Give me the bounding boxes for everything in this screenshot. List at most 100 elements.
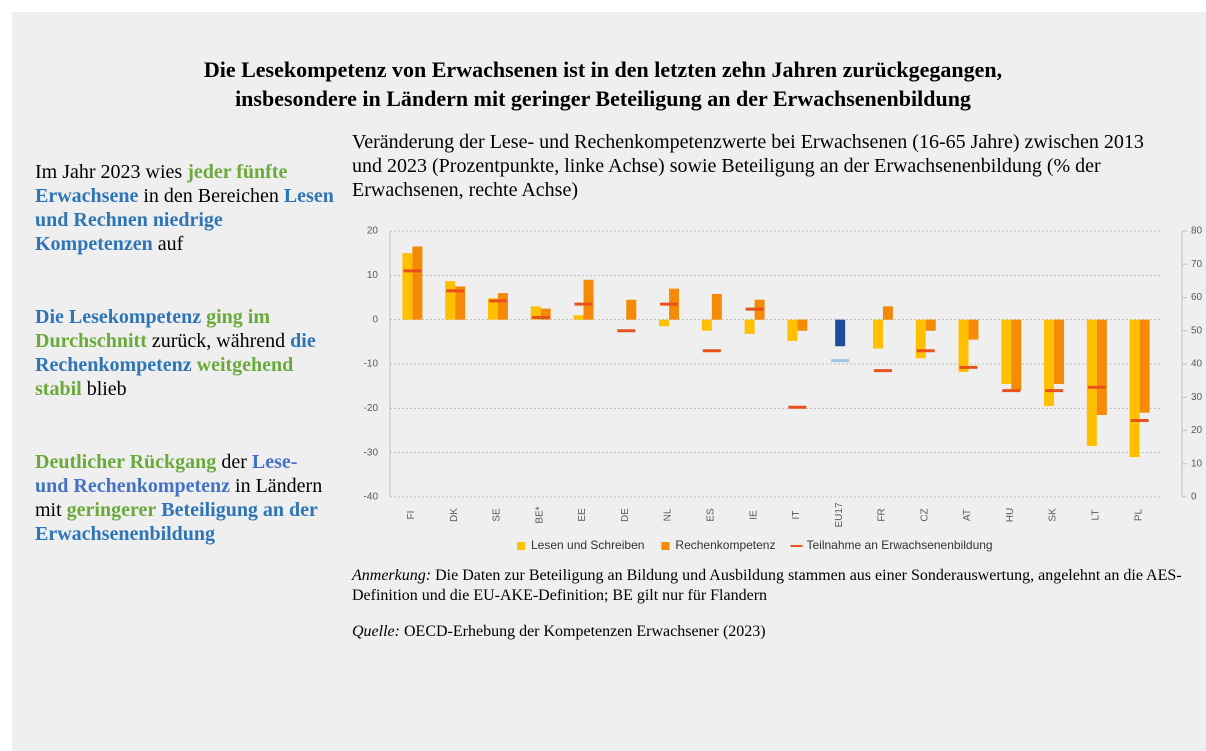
bar (1096, 319, 1107, 415)
x-tick-label: NL (663, 508, 674, 521)
bar (872, 319, 883, 349)
x-tick-label: FR (877, 508, 888, 521)
x-tick-label: PL (1133, 508, 1144, 521)
x-tick-label: EU17 (834, 502, 845, 527)
bar (1129, 319, 1140, 458)
bar (1139, 319, 1150, 413)
y2-tick-label: 80 (1191, 226, 1203, 237)
chart-title: Veränderung der Lese- und Rechenkompeten… (352, 131, 1144, 201)
x-tick-label: AT (962, 509, 973, 521)
bar (915, 319, 926, 359)
text-segment: in den Bereichen (138, 185, 284, 207)
bar (455, 286, 466, 320)
bar (583, 279, 594, 320)
y-tick-label: -30 (364, 447, 379, 458)
notes: Anmerkung: Die Daten zur Beteiligung an … (352, 566, 1206, 658)
bar (497, 293, 508, 320)
text-segment: jeder fünfte (187, 161, 288, 183)
text-segment: geringerer (66, 499, 157, 521)
bar (968, 319, 979, 340)
bar (1044, 319, 1055, 407)
y-tick-label: -10 (364, 359, 379, 370)
sidebar-paragraph: Im Jahr 2023 wies jeder fünfte Erwachsen… (35, 160, 335, 256)
y2-tick-label: 60 (1191, 292, 1203, 303)
x-tick-label: SE (492, 508, 503, 522)
title-line: insbesondere in Ländern mit geringer Bet… (235, 86, 971, 111)
text-segment: in Ländern mit (35, 475, 323, 521)
text-segment: weitgehend stabil (35, 354, 294, 400)
bar (882, 306, 893, 320)
bar (1001, 319, 1012, 384)
y2-tick-label: 70 (1191, 259, 1203, 270)
text-segment: Lesen und Rechnen niedrige Kompetenzen (35, 185, 334, 255)
bar (626, 299, 637, 320)
text-segment: auf (152, 233, 184, 255)
text-segment: Im Jahr 2023 wies (35, 161, 188, 183)
text-segment: Erwachsene (35, 185, 139, 207)
sidebar: Im Jahr 2023 wies jeder fünfte Erwachsen… (35, 160, 335, 595)
text-segment: blieb (81, 378, 127, 400)
text-segment: Deutlicher Rückgang (35, 451, 217, 473)
y2-tick-label: 30 (1191, 392, 1203, 403)
text-segment: Beteiligung an der Erwachsenenbildung (35, 499, 318, 545)
legend-swatch (517, 542, 525, 550)
legend-label: Lesen und Schreiben (531, 538, 644, 552)
title-line: Die Lesekompetenz von Erwachsenen ist in… (203, 57, 1003, 82)
x-tick-label: IT (791, 511, 802, 520)
bar (445, 281, 456, 320)
bar (787, 319, 798, 341)
note: Quelle: OECD-Erhebung der Kompetenzen Er… (352, 622, 1206, 642)
note-text: Die Daten zur Beteiligung an Bildung und… (352, 567, 1182, 604)
bar (412, 246, 423, 320)
bar (530, 306, 541, 320)
text-segment: Lese- und Rechenkompetenz (35, 451, 298, 497)
x-tick-label: BE* (534, 506, 545, 523)
text-segment: zurück, während (146, 330, 291, 352)
x-tick-label: IE (748, 510, 759, 520)
slide-title: Die Lesekompetenz von Erwachsenen ist in… (0, 55, 1206, 113)
bar (573, 315, 584, 320)
bar (659, 319, 670, 327)
bar (701, 319, 712, 331)
x-tick-label: DK (449, 508, 460, 522)
y2-tick-label: 40 (1191, 359, 1203, 370)
note-label: Anmerkung: (352, 567, 432, 584)
x-tick-label: ES (705, 508, 716, 522)
x-tick-label: SK (1048, 508, 1059, 522)
y2-tick-label: 10 (1191, 458, 1203, 469)
legend-label: Teilnahme an Erwachsenenbildung (806, 538, 992, 552)
bar (1054, 319, 1065, 384)
text-segment: Die Lesekompetenz (35, 306, 202, 328)
x-tick-label: DE (620, 508, 631, 522)
bar (958, 319, 969, 372)
bar (540, 308, 551, 320)
y2-tick-label: 50 (1191, 325, 1203, 336)
bar (487, 298, 498, 320)
bar (835, 319, 846, 347)
text-segment: die Rechenkompetenz (35, 330, 316, 376)
note-text: OECD-Erhebung der Kompetenzen Erwachsene… (399, 623, 766, 640)
x-tick-label: HU (1005, 508, 1016, 522)
bar (744, 319, 755, 334)
text-segment: der (216, 451, 252, 473)
legend-swatch (661, 542, 670, 550)
bar (1011, 319, 1022, 391)
bar (797, 319, 808, 331)
y-tick-label: 0 (372, 314, 378, 325)
legend-label: Rechenkompetenz (675, 538, 775, 552)
y-tick-label: 20 (367, 226, 379, 237)
y-tick-label: -20 (364, 403, 379, 414)
y2-tick-label: 0 (1191, 492, 1197, 503)
x-tick-label: LT (1090, 510, 1101, 521)
note-label: Quelle: (352, 623, 400, 640)
bar (402, 253, 413, 320)
text-segment: ging im Durchschnitt (35, 306, 270, 352)
bar (1086, 319, 1097, 447)
x-tick-label: EE (577, 508, 588, 522)
note: Anmerkung: Die Daten zur Beteiligung an … (352, 566, 1206, 606)
sidebar-paragraph: Die Lesekompetenz ging im Durchschnitt z… (35, 305, 335, 401)
y2-tick-label: 20 (1191, 425, 1203, 436)
y-tick-label: 10 (367, 270, 379, 281)
